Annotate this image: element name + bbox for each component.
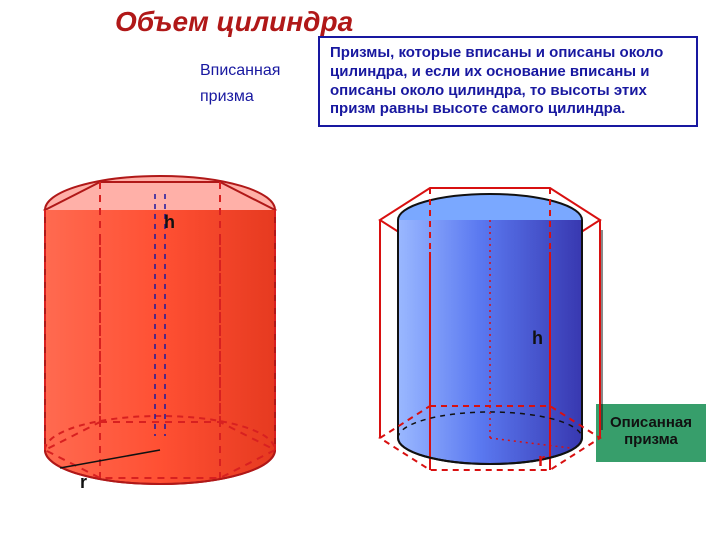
right-h-label: h [532, 328, 543, 349]
caption-line2: призма [602, 431, 700, 448]
label-inscribed-line2: призма [200, 88, 310, 106]
caption-line1: Описанная [602, 414, 700, 431]
description-box: Призмы, которые вписаны и описаны около … [318, 36, 698, 127]
diagram-inscribed-prism [30, 170, 290, 500]
caption-circumscribed: Описанная призма [596, 404, 706, 462]
cylinder-side [45, 210, 275, 484]
left-h-label: h [164, 212, 175, 233]
left-r-label: r [80, 472, 87, 493]
diagram-circumscribed-prism [370, 180, 610, 500]
right-r-label: r [538, 450, 545, 471]
label-inscribed: Вписанная призма [200, 62, 310, 118]
label-inscribed-line1: Вписанная [200, 62, 310, 80]
page-title: Объем цилиндра [115, 6, 353, 38]
